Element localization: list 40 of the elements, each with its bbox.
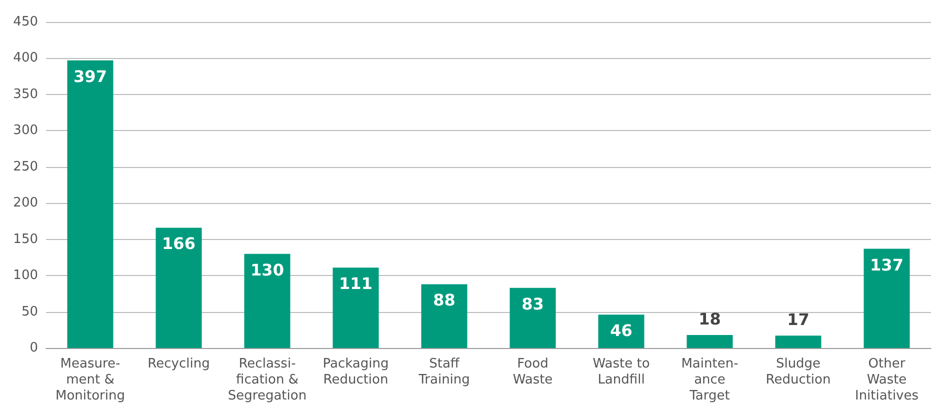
- x-tick-label: Packaging Reduction: [322, 356, 389, 388]
- y-tick-label: 100: [13, 268, 38, 284]
- x-tick-label: Sludge Reduction: [766, 356, 831, 388]
- x-tick-label: Food Waste: [512, 356, 553, 388]
- y-tick-label: 50: [21, 304, 38, 320]
- y-tick-label: 0: [30, 340, 38, 356]
- data-label: 166: [162, 234, 196, 254]
- bar: [156, 228, 202, 348]
- x-tick-label: Waste to Landfill: [592, 356, 650, 388]
- x-tick-label: Recycling: [148, 356, 210, 372]
- x-tick-label: Staff Training: [418, 356, 470, 388]
- data-label: 111: [339, 274, 372, 294]
- bar: [510, 288, 556, 348]
- bar: [864, 248, 910, 348]
- bar: [332, 268, 379, 348]
- y-tick-label: 150: [13, 232, 38, 247]
- bar: [598, 314, 644, 348]
- bar: [67, 60, 114, 348]
- x-tick-label: Measure- ment & Monitoring: [55, 356, 126, 404]
- bar: [775, 336, 822, 348]
- bar: [244, 254, 290, 348]
- data-label: 17: [787, 310, 810, 330]
- x-tick-label: Mainten- ance Target: [681, 356, 739, 404]
- data-label: 130: [250, 260, 284, 280]
- data-label: 83: [522, 294, 544, 314]
- y-tick-label: 450: [13, 14, 38, 30]
- data-label: 137: [870, 255, 904, 274]
- bar: [686, 334, 733, 348]
- data-label: 46: [610, 321, 632, 340]
- y-tick-label: 250: [13, 159, 38, 174]
- bar: [421, 284, 468, 348]
- y-tick-label: 300: [13, 123, 38, 138]
- data-label: 88: [433, 290, 456, 310]
- x-tick-label: Reclassi- fication & Segregation: [228, 356, 307, 404]
- y-tick-label: 400: [13, 50, 38, 66]
- data-label: 18: [698, 309, 721, 328]
- data-label: 397: [74, 66, 107, 86]
- y-tick-label: 350: [13, 86, 38, 102]
- x-tick-label: Other Waste Initiatives: [854, 356, 919, 404]
- y-tick-label: 200: [13, 196, 38, 211]
